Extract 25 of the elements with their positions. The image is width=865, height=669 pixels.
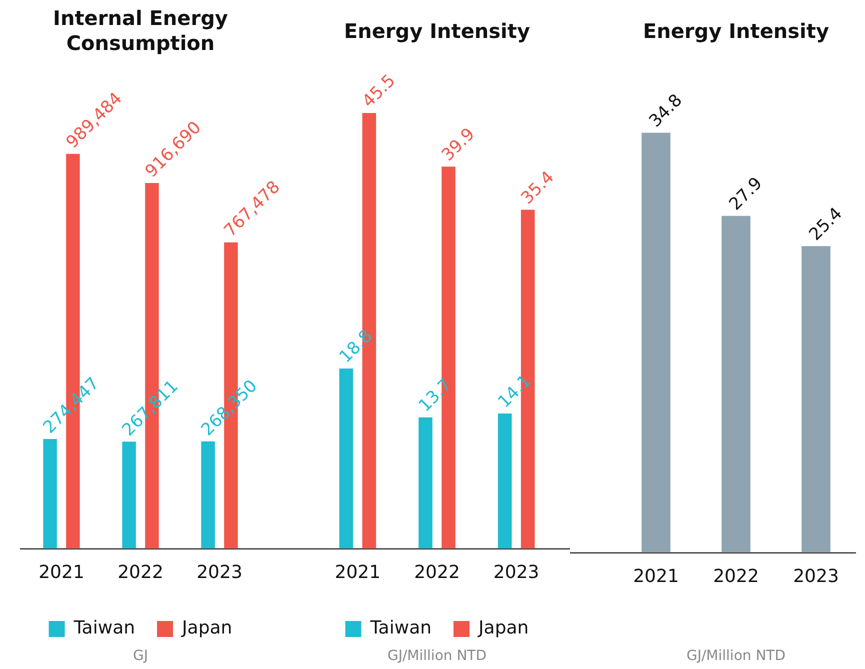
bar <box>122 442 136 548</box>
bar <box>43 438 57 548</box>
x-tick-label: 2023 <box>493 562 540 583</box>
chart-title: Internal Energy Consumption <box>52 5 229 57</box>
x-tick-label: 2022 <box>414 562 460 583</box>
x-tick-label: 2021 <box>334 562 381 583</box>
legend-label: Japan <box>478 618 529 639</box>
chart-title: Energy Intensity <box>642 18 830 44</box>
x-tick-label: 2022 <box>713 566 759 587</box>
text: GJ/Million NTD <box>386 648 488 664</box>
legend-label: Taiwan <box>72 618 136 639</box>
legend-label: Taiwan <box>369 618 432 639</box>
text: GJ <box>132 648 149 664</box>
bar <box>201 441 215 548</box>
text: GJ/Million NTD <box>685 648 787 664</box>
x-tick-label: 2021 <box>38 562 84 583</box>
x-tick-label: 2023 <box>793 566 839 587</box>
x-tick-label: 2022 <box>118 562 164 583</box>
x-tick-label: 2021 <box>633 566 679 587</box>
bar <box>498 413 512 548</box>
legend-label: Japan <box>181 618 232 639</box>
chart-title: Energy Intensity <box>342 18 532 44</box>
bar <box>418 417 432 548</box>
x-tick-label: 2023 <box>196 562 242 583</box>
bar <box>339 368 354 548</box>
